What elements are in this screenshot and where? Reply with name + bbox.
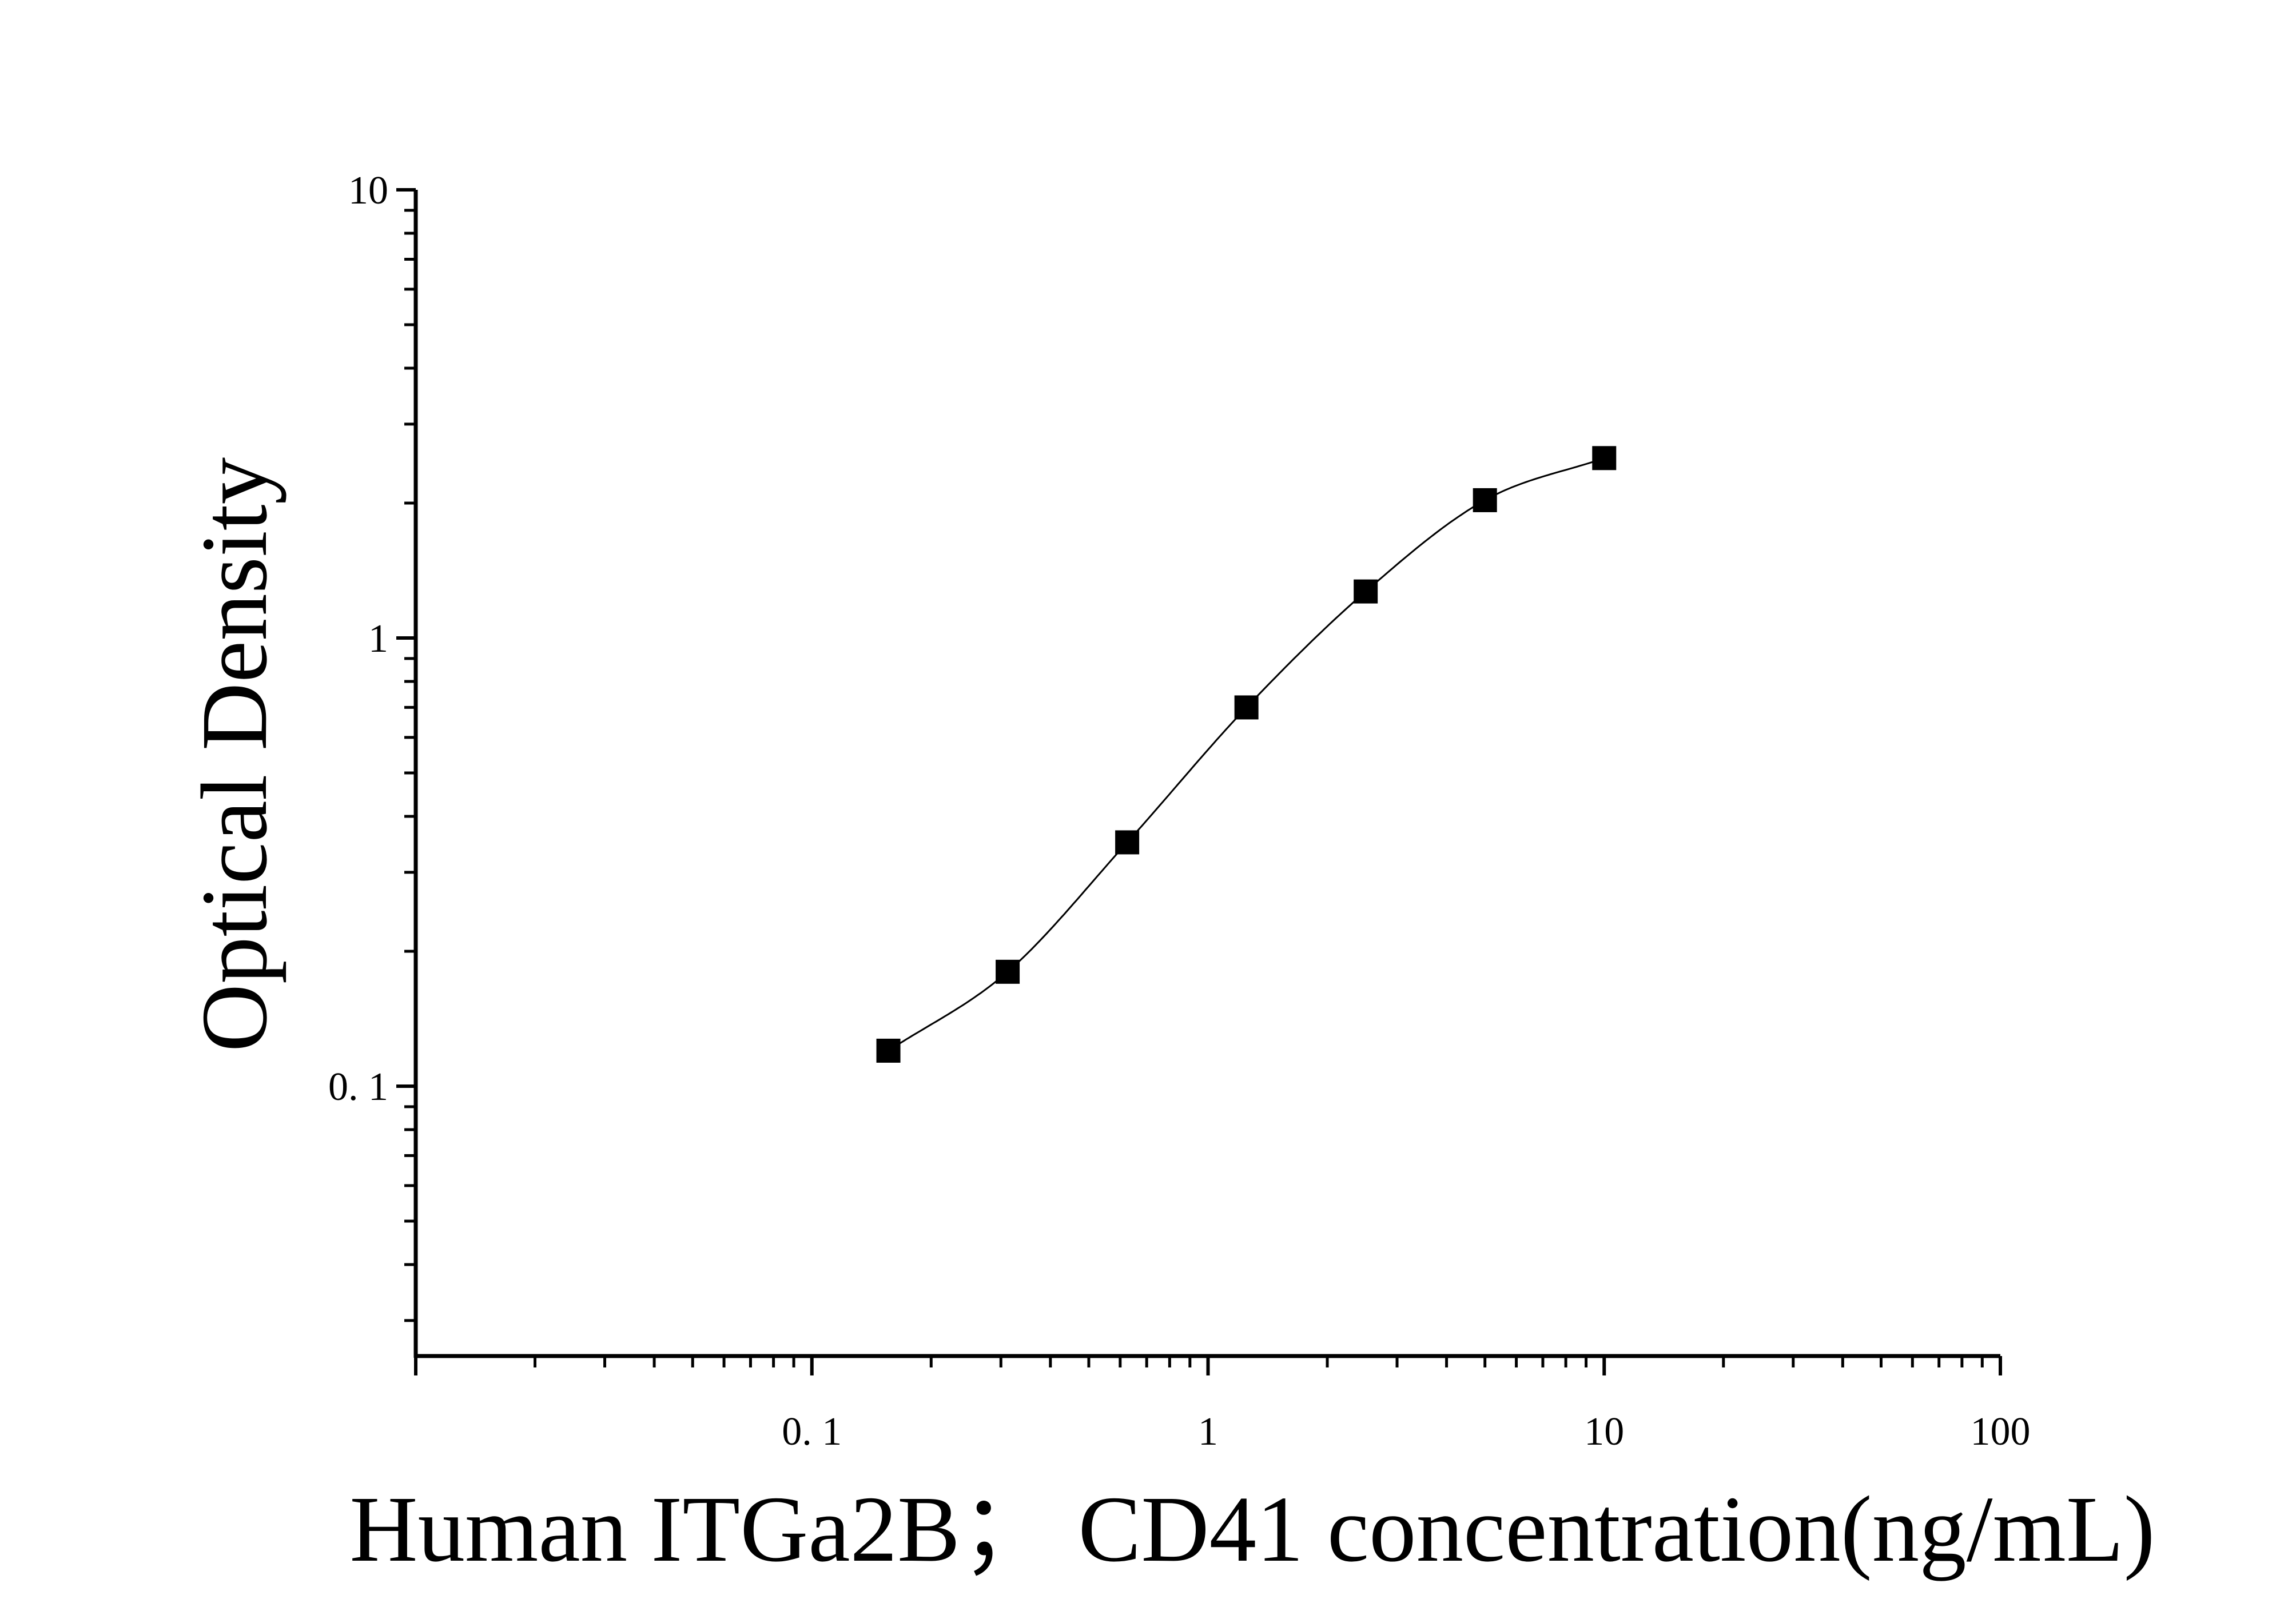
data-point-square (1473, 488, 1497, 512)
data-point-square (1115, 830, 1140, 855)
x-axis-title: Human ITGa2B； CD41 concentration(ng/mL) (349, 1477, 2155, 1581)
x-tick-label: 10 (1584, 1410, 1624, 1454)
data-point-square (996, 959, 1020, 984)
x-tick-label: 1 (1198, 1410, 1218, 1454)
y-tick-label: 1 (368, 617, 388, 661)
y-axis-title: Optical Density (182, 457, 286, 1052)
data-point-square (876, 1038, 901, 1063)
data-point-square (1354, 579, 1378, 604)
y-tick-label: 10 (348, 169, 388, 213)
x-tick-label: 100 (1971, 1410, 2031, 1454)
data-point-square (1592, 446, 1617, 470)
data-point-square (1234, 695, 1259, 720)
x-tick-label: 0. 1 (782, 1410, 842, 1454)
y-tick-label: 0. 1 (328, 1065, 388, 1109)
